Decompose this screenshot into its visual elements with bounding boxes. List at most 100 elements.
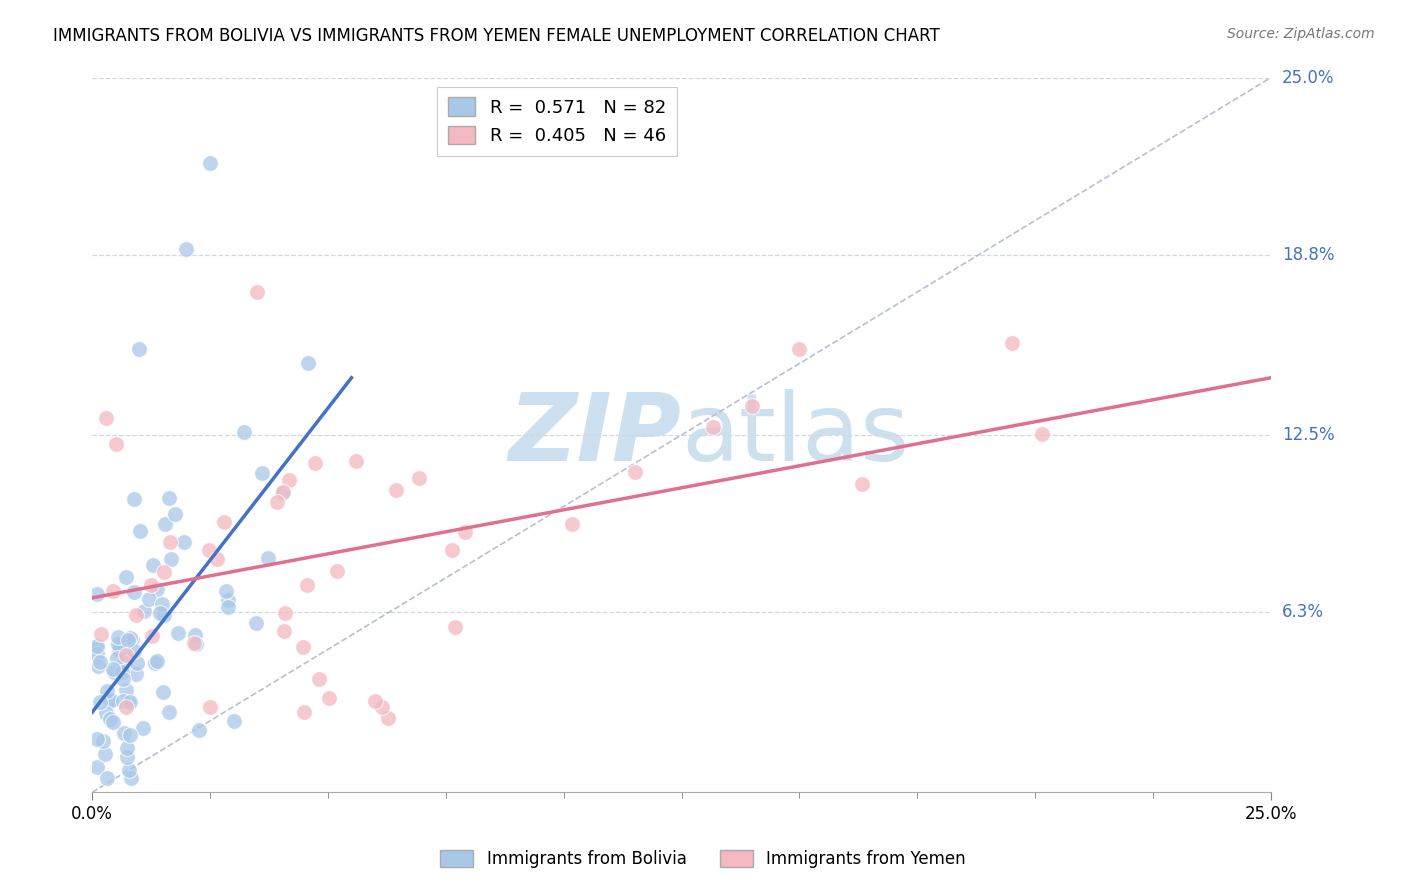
Point	[212, 516, 235, 530]
Point	[441, 542, 464, 557]
Text: 6.3%: 6.3%	[1282, 603, 1324, 621]
Point	[183, 636, 205, 650]
Point	[273, 606, 295, 620]
Point	[115, 699, 138, 714]
Point	[143, 656, 166, 670]
Point	[291, 640, 314, 655]
Point	[112, 693, 135, 707]
Point	[98, 694, 121, 708]
Point	[86, 641, 108, 656]
Point	[215, 583, 238, 598]
Point	[118, 728, 141, 742]
Point	[271, 485, 294, 500]
Point	[94, 411, 117, 425]
Point	[308, 672, 330, 686]
Point	[371, 700, 394, 714]
Point	[100, 712, 122, 726]
Point	[114, 648, 136, 662]
Point	[138, 591, 160, 606]
Point	[107, 642, 129, 657]
Point	[104, 437, 127, 451]
Point	[1031, 427, 1053, 442]
Point	[86, 639, 108, 653]
Point	[111, 665, 134, 679]
Point	[120, 631, 142, 645]
Point	[96, 684, 118, 698]
Point	[90, 627, 112, 641]
Point	[129, 524, 152, 539]
Point	[125, 608, 148, 623]
Point	[222, 714, 245, 728]
Point	[107, 631, 129, 645]
Point	[132, 604, 155, 618]
Point	[318, 690, 340, 705]
Point	[266, 494, 288, 508]
Point	[297, 356, 319, 370]
Point	[295, 577, 318, 591]
Point	[408, 471, 430, 485]
Point	[94, 706, 117, 720]
Point	[173, 535, 195, 549]
Point	[163, 507, 186, 521]
Point	[702, 419, 724, 434]
Point	[741, 399, 763, 413]
Point	[122, 584, 145, 599]
Point	[851, 477, 873, 491]
Text: 25.0%: 25.0%	[1282, 69, 1334, 87]
Point	[145, 582, 167, 597]
Point	[205, 552, 228, 566]
Point	[107, 637, 129, 651]
Point	[344, 454, 367, 468]
Point	[100, 692, 122, 706]
Point	[93, 733, 115, 747]
Point	[149, 606, 172, 620]
Text: ZIP: ZIP	[509, 389, 682, 481]
Point	[153, 607, 176, 622]
Point	[142, 558, 165, 572]
Point	[257, 551, 280, 566]
Point	[118, 763, 141, 777]
Point	[86, 760, 108, 774]
Point	[115, 569, 138, 583]
Point	[176, 242, 198, 256]
Point	[232, 425, 254, 439]
Point	[273, 624, 295, 638]
Point	[115, 749, 138, 764]
Point	[125, 667, 148, 681]
Text: atlas: atlas	[682, 389, 910, 481]
Point	[270, 486, 292, 500]
Point	[101, 714, 124, 729]
Point	[250, 466, 273, 480]
Point	[153, 517, 176, 532]
Point	[86, 647, 108, 661]
Point	[121, 632, 143, 647]
Point	[198, 156, 221, 170]
Point	[159, 535, 181, 549]
Point	[184, 628, 207, 642]
Point	[146, 655, 169, 669]
Point	[117, 741, 139, 756]
Point	[141, 629, 163, 643]
Point	[89, 695, 111, 709]
Point	[150, 597, 173, 611]
Point	[105, 651, 128, 665]
Point	[292, 705, 315, 719]
Point	[122, 644, 145, 658]
Point	[127, 656, 149, 670]
Point	[132, 721, 155, 735]
Point	[789, 342, 811, 356]
Text: IMMIGRANTS FROM BOLIVIA VS IMMIGRANTS FROM YEMEN FEMALE UNEMPLOYMENT CORRELATION: IMMIGRANTS FROM BOLIVIA VS IMMIGRANTS FR…	[53, 27, 941, 45]
Point	[385, 483, 408, 497]
Point	[153, 565, 176, 579]
Point	[217, 599, 239, 614]
Text: 18.8%: 18.8%	[1282, 246, 1334, 264]
Point	[114, 656, 136, 670]
Point	[198, 543, 221, 558]
Point	[217, 593, 239, 607]
Point	[245, 615, 267, 630]
Point	[454, 525, 477, 540]
Point	[187, 723, 209, 737]
Point	[561, 517, 583, 532]
Point	[364, 694, 387, 708]
Point	[101, 583, 124, 598]
